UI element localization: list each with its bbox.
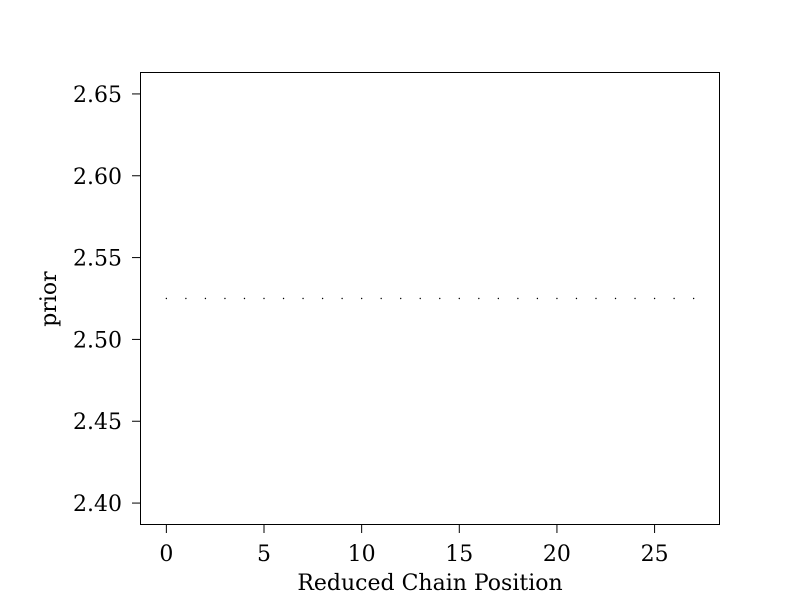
data-point xyxy=(673,297,675,300)
x-tick-label: 15 xyxy=(445,542,473,567)
data-point xyxy=(692,297,695,300)
data-point xyxy=(321,297,324,300)
data-point xyxy=(595,297,597,300)
data-point xyxy=(400,297,402,300)
x-tick-label: 5 xyxy=(257,542,271,567)
y-tick-label: 2.65 xyxy=(73,83,122,108)
data-point xyxy=(282,297,285,300)
data-point xyxy=(165,297,168,300)
data-point xyxy=(302,297,304,300)
data-point xyxy=(360,297,363,300)
data-point xyxy=(243,297,246,300)
data-point xyxy=(419,297,421,300)
data-point xyxy=(458,297,460,300)
data-point xyxy=(653,297,656,300)
data-point xyxy=(185,297,187,300)
x-tick-label: 10 xyxy=(348,542,376,567)
data-point xyxy=(341,297,343,300)
data-point xyxy=(536,297,539,300)
y-axis-title: prior xyxy=(37,271,62,327)
data-point xyxy=(380,297,382,300)
data-point xyxy=(263,297,265,300)
data-point xyxy=(204,297,207,300)
y-tick-label: 2.60 xyxy=(73,165,122,190)
data-point xyxy=(439,297,441,300)
x-tick-label: 25 xyxy=(641,542,669,567)
y-axis-ticks: 2.40 2.45 2.50 2.55 2.60 2.65 xyxy=(73,83,140,517)
x-axis-ticks: 0 5 10 15 20 25 xyxy=(159,525,669,567)
x-tick-label: 20 xyxy=(543,542,571,567)
points-layer xyxy=(165,297,695,300)
y-tick-label: 2.45 xyxy=(73,410,122,435)
data-point xyxy=(497,297,500,300)
data-point xyxy=(614,297,617,300)
x-tick-label: 0 xyxy=(159,542,173,567)
y-tick-label: 2.55 xyxy=(73,247,122,272)
data-point xyxy=(575,297,578,300)
data-point xyxy=(556,297,558,300)
y-tick-label: 2.40 xyxy=(73,492,122,517)
data-point xyxy=(478,297,480,300)
x-axis-title: Reduced Chain Position xyxy=(297,571,562,596)
y-tick-label: 2.50 xyxy=(73,328,122,353)
plot-area-frame xyxy=(140,72,720,525)
data-point xyxy=(517,297,519,300)
data-point xyxy=(634,297,636,300)
data-point xyxy=(224,297,226,300)
